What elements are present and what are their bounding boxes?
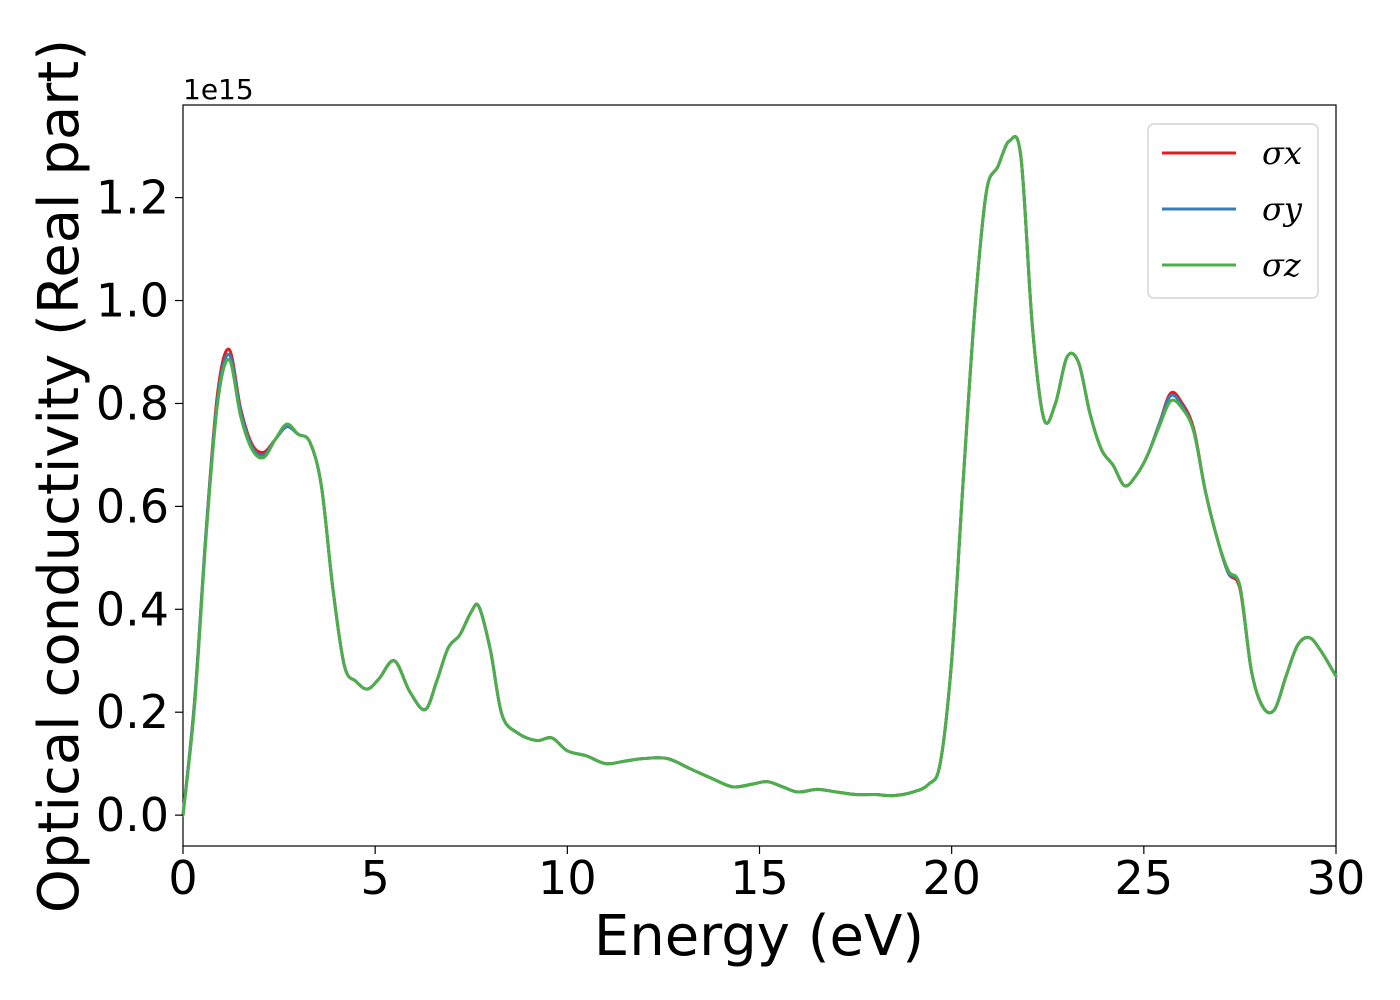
legend-box: [1147, 123, 1319, 299]
y-axis: 0.0 0.2 0.4 0.6 0.8 1.0 1.2: [96, 171, 183, 842]
y-tick-label: 0.8: [96, 376, 169, 430]
x-tick-label: 0: [168, 851, 197, 905]
series-line-3: [181, 135, 1338, 817]
y-tick-label: 1.2: [96, 171, 169, 225]
x-axis-label: Energy (eV): [594, 904, 924, 969]
series-layer: [181, 135, 1338, 817]
y-tick-label: 0.6: [96, 479, 169, 533]
legend: σx σy σz: [1147, 123, 1319, 299]
y-tick-label: 0.2: [96, 685, 169, 739]
x-axis: 0 5 10 15 20 25 30: [168, 846, 1365, 905]
axes-frame: [182, 104, 1337, 847]
x-tick-label: 20: [922, 851, 981, 905]
legend-label: σz: [1262, 246, 1302, 284]
x-tick-label: 10: [538, 851, 597, 905]
y-axis-label: Optical conductivity (Real part): [27, 39, 92, 913]
legend-label: σx: [1262, 134, 1302, 172]
x-tick-label: 5: [361, 851, 390, 905]
legend-label: σy: [1262, 190, 1303, 228]
x-tick-label: 15: [730, 851, 789, 905]
plot-area: [181, 104, 1338, 847]
x-tick-label: 25: [1115, 851, 1174, 905]
y-tick-label: 0.4: [96, 582, 169, 636]
y-tick-label: 1.0: [96, 274, 169, 328]
x-tick-label: 30: [1307, 851, 1366, 905]
y-tick-label: 0.0: [96, 788, 169, 842]
y-offset-label: 1e15: [183, 73, 254, 106]
